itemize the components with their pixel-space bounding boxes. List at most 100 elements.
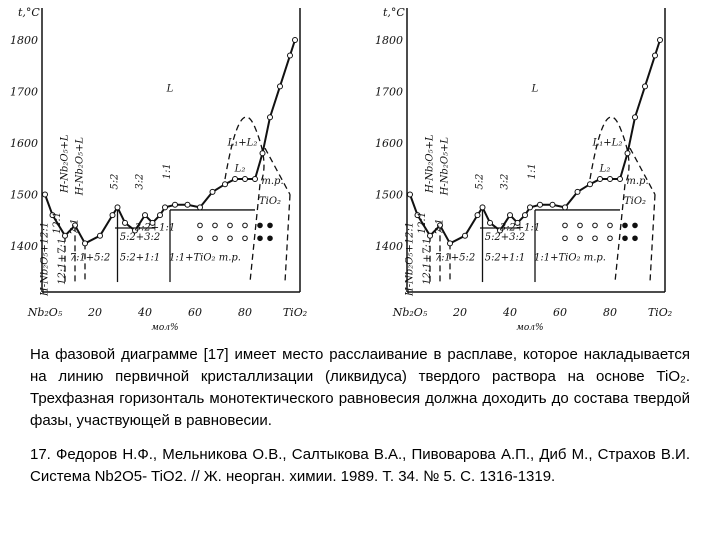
y-axis-label: t,°C — [383, 6, 405, 19]
phase-dot — [632, 222, 638, 229]
region-label: 1:1+TiO₂ т.р. — [169, 252, 241, 263]
data-point — [72, 222, 78, 229]
x-tick-label: 20 — [452, 306, 467, 319]
data-point — [527, 204, 533, 211]
data-point — [42, 191, 48, 198]
data-point — [487, 219, 493, 226]
region-label: 5:2 — [475, 174, 486, 190]
x-tick-label: 40 — [137, 306, 152, 319]
region-label: L₂ — [599, 163, 611, 174]
data-point — [537, 201, 543, 208]
phase-dot — [577, 235, 583, 242]
data-point — [292, 37, 298, 43]
phase-dot — [257, 222, 263, 229]
data-point — [142, 212, 148, 219]
data-point — [587, 181, 593, 188]
region-label: 3:2 — [135, 174, 146, 190]
phase-diagrams: t,°C 1800 1700 1600 1500 1400 Nb₂O₅ 20 40 60 80 TiO… — [10, 6, 672, 333]
data-point — [277, 83, 283, 90]
data-point — [657, 37, 663, 43]
x-tick-label: TiO₂ — [283, 306, 307, 319]
phase-dot — [592, 235, 598, 242]
x-tick-label: Nb₂O₅ — [392, 306, 428, 319]
data-point — [632, 114, 638, 121]
phase-dot — [562, 235, 568, 242]
x-axis-label: мол% — [151, 323, 178, 333]
region-label: L₁+L₂ — [227, 138, 258, 149]
region-label: H-Nb₂O₅+12:1 — [405, 222, 416, 297]
data-point — [549, 201, 556, 208]
y-tick-label: 1600 — [10, 137, 38, 150]
region-label: TiO₂ — [259, 196, 281, 207]
phase-dot — [577, 222, 583, 229]
data-point — [252, 176, 258, 183]
phase-dot — [592, 222, 598, 229]
region-label: 7:1+5:2 — [70, 252, 111, 263]
phase-dot — [197, 235, 203, 242]
data-point — [462, 232, 468, 239]
dashed-line — [249, 184, 261, 283]
phase-dot — [607, 222, 613, 229]
data-point — [407, 191, 413, 198]
y-tick-label: 1700 — [375, 86, 403, 99]
y-tick-label: 1500 — [10, 189, 38, 202]
data-point — [414, 212, 421, 219]
y-tick-label: 1600 — [375, 137, 403, 150]
data-point — [197, 204, 203, 211]
region-label: т.р. — [261, 176, 283, 187]
miscibility-gap — [589, 116, 630, 185]
region-label: 7:1 — [70, 218, 81, 234]
reference: 17. Федоров Н.Ф., Мельникова О.В., Салты… — [30, 446, 690, 485]
phase-dot — [212, 222, 218, 229]
region-label: 12:1+7:1 — [422, 238, 433, 285]
data-point — [652, 52, 658, 59]
region-label: 7:1 — [435, 218, 446, 234]
region-label: 5:2+3:2 — [120, 232, 161, 243]
x-tick-label: 60 — [553, 306, 567, 319]
data-point — [642, 83, 648, 90]
data-point — [287, 52, 293, 59]
data-point — [109, 212, 116, 219]
y-tick-label: 1800 — [375, 34, 403, 47]
y-tick-label: 1800 — [10, 34, 38, 47]
region-label: H-Nb₂O₅+L — [440, 137, 451, 197]
data-point — [259, 150, 266, 157]
paragraph: На фазовой диаграмме [17] имеет место ра… — [30, 346, 690, 429]
region-label: 3:2 — [500, 174, 511, 190]
x-tick-label: 80 — [603, 306, 617, 319]
region-label: H-Nb₂O₅+L — [60, 134, 71, 194]
phase-dot — [607, 235, 613, 242]
phase-dot — [242, 235, 248, 242]
data-point — [427, 232, 433, 239]
data-point — [49, 212, 56, 219]
phase-dot — [257, 235, 263, 242]
data-point — [149, 219, 156, 226]
region-label: H-Nb₂O₅+L — [75, 137, 86, 197]
dashed-line — [614, 184, 626, 283]
data-point — [82, 240, 88, 247]
region-label: 5:2 — [110, 174, 121, 190]
region-label: 1:1 — [527, 163, 538, 179]
phase-dot — [227, 235, 233, 242]
region-label: 1:1 — [162, 163, 173, 179]
region-label: L — [531, 84, 539, 95]
data-point — [522, 212, 528, 219]
data-point — [607, 176, 613, 183]
dashed-line — [264, 147, 291, 195]
data-point — [222, 181, 228, 188]
data-point — [562, 204, 568, 211]
data-point — [97, 232, 103, 239]
region-label: 5:2+1:1 — [120, 252, 161, 263]
phase-dot — [622, 235, 628, 242]
region-label: H-Nb₂O₅+12:1 — [40, 222, 51, 297]
phase-dot — [562, 222, 568, 229]
data-point — [172, 201, 178, 208]
phase-dot — [212, 235, 218, 242]
data-point — [574, 188, 581, 195]
data-point — [184, 201, 191, 208]
data-point — [62, 232, 68, 239]
data-point — [474, 212, 481, 219]
phase-dot — [197, 222, 203, 229]
data-point — [447, 240, 453, 247]
data-point — [132, 227, 138, 234]
